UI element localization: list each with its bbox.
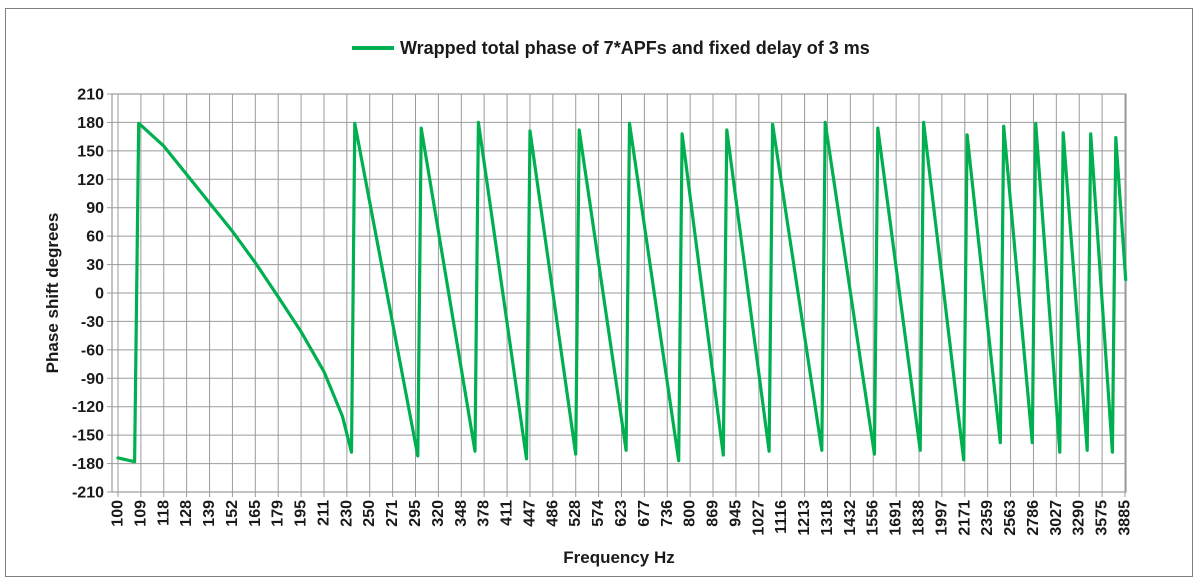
y-tick-label: -180 <box>72 456 104 473</box>
x-tick-label: 736 <box>659 500 676 527</box>
x-tick-label: 3575 <box>1094 500 1111 536</box>
x-tick-label: 1116 <box>773 500 790 534</box>
x-tick-label: 1318 <box>819 500 836 536</box>
x-axis-tick-labels: 100 109 118 128 139 152 165 179 195 211 230 250 271 2… <box>110 500 1134 536</box>
y-tick-label: 120 <box>77 172 104 189</box>
x-tick-label: 411 <box>499 500 516 526</box>
y-axis-tick-labels: 210 180 150 120 90 60 30 0 -30 -60 -90 -120 -150 -180… <box>72 87 104 502</box>
x-tick-label: 109 <box>132 500 149 527</box>
x-tick-label: 2563 <box>1002 500 1019 536</box>
x-tick-label: 100 <box>110 500 127 527</box>
x-tick-label: 2359 <box>979 500 996 536</box>
x-tick-label: 945 <box>727 500 744 527</box>
x-tick-label: 211 <box>315 500 332 526</box>
legend: Wrapped total phase of 7*APFs and fixed … <box>352 38 870 58</box>
y-tick-label: -60 <box>81 342 104 359</box>
x-tick-label: 869 <box>705 500 722 527</box>
y-tick-label: 180 <box>77 115 104 132</box>
x-tick-label: 3290 <box>1071 500 1088 536</box>
x-tick-label: 1432 <box>842 500 859 536</box>
x-tick-label: 165 <box>247 500 264 527</box>
phase-series-line <box>116 120 1128 464</box>
y-tick-label: 210 <box>77 87 104 104</box>
x-tick-label: 3027 <box>1048 500 1065 536</box>
x-tick-label: 800 <box>682 500 699 527</box>
x-tick-label: 3885 <box>1116 500 1133 536</box>
x-tick-label: 295 <box>407 500 424 527</box>
y-tick-label: -30 <box>81 314 104 331</box>
x-tick-label: 677 <box>636 500 653 527</box>
legend-label: Wrapped total phase of 7*APFs and fixed … <box>400 38 870 58</box>
y-tick-label: 150 <box>77 143 104 160</box>
y-tick-label: 30 <box>86 257 104 274</box>
x-tick-label: 1213 <box>796 500 813 536</box>
x-tick-label: 378 <box>476 500 493 527</box>
y-tick-label: 0 <box>95 286 104 303</box>
x-tick-label: 118 <box>155 500 172 526</box>
y-axis-title: Phase shift degrees <box>43 213 62 374</box>
x-tick-label: 1997 <box>933 500 950 536</box>
x-tick-label: 320 <box>430 500 447 527</box>
x-tick-label: 486 <box>544 500 561 527</box>
x-tick-label: 574 <box>590 500 607 527</box>
x-tick-label: 139 <box>201 500 218 527</box>
x-tick-label: 250 <box>361 500 378 527</box>
x-tick-label: 195 <box>293 500 310 527</box>
x-tick-label: 1556 <box>865 500 882 536</box>
x-tick-label: 1691 <box>888 500 905 536</box>
y-tick-label: 60 <box>86 229 104 246</box>
gridlines <box>107 93 1126 497</box>
x-tick-label: 271 <box>384 500 401 527</box>
x-tick-label: 2171 <box>956 500 973 536</box>
y-tick-label: -150 <box>72 428 104 445</box>
y-tick-label: -210 <box>72 484 104 501</box>
x-tick-label: 528 <box>567 500 584 527</box>
x-tick-label: 447 <box>521 500 538 527</box>
x-tick-label: 348 <box>453 500 470 527</box>
x-tick-label: 1838 <box>911 500 928 536</box>
x-tick-label: 623 <box>613 500 630 527</box>
x-tick-label: 1027 <box>750 500 767 536</box>
x-tick-label: 179 <box>270 500 287 527</box>
x-tick-label: 2786 <box>1025 500 1042 536</box>
plot-area-border <box>111 93 1127 493</box>
y-tick-label: -90 <box>81 371 104 388</box>
y-tick-label: -120 <box>72 399 104 416</box>
series-group <box>116 120 1128 464</box>
x-axis-title: Frequency Hz <box>563 548 674 567</box>
x-tick-label: 128 <box>178 500 195 527</box>
x-tick-label: 152 <box>224 500 241 527</box>
x-tick-label: 230 <box>338 500 355 527</box>
y-tick-label: 90 <box>86 200 104 217</box>
